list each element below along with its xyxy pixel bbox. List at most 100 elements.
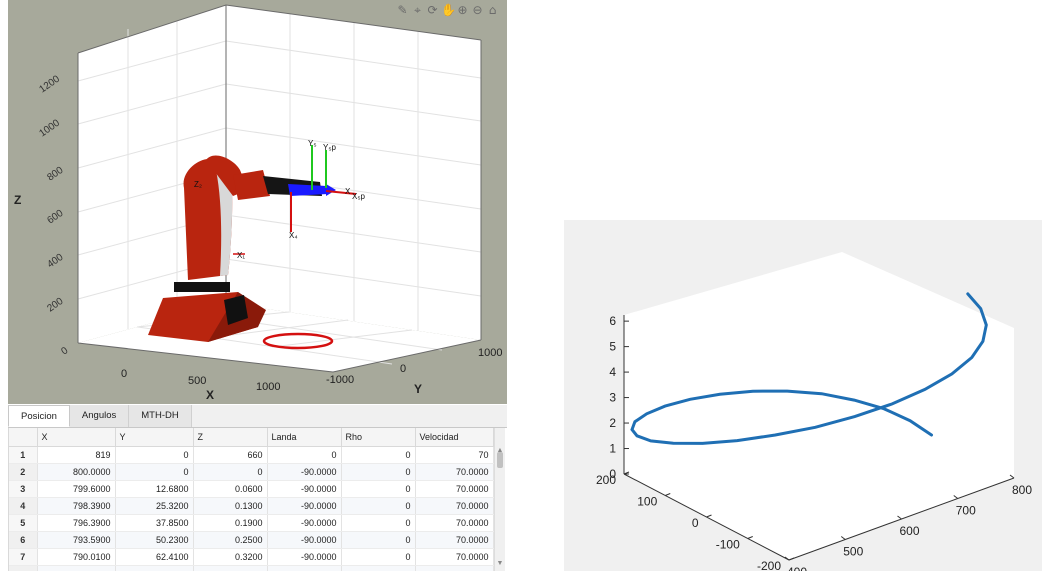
table-cell[interactable]: 0 [341,531,416,549]
table-row[interactable]: 2 800.0000 0 0 -90.0000 0 70.0000 [9,463,494,481]
table-cell[interactable]: 70.0000 [415,531,494,549]
scroll-down-arrow-icon[interactable]: ▼ [496,560,504,567]
table-cell[interactable]: 62.4100 [115,548,194,566]
table-row[interactable]: 5 796.3900 37.8500 0.1900 -90.0000 0 70.… [9,514,494,532]
table-cell[interactable]: 25.3200 [115,497,194,515]
z-tick-label: 2 [609,416,616,430]
z-tick-400: 400 [45,252,65,271]
tab-posicion[interactable]: Posicion [8,405,70,427]
z-tick-1200: 1200 [37,73,62,95]
home-icon[interactable]: ⌂ [488,3,497,17]
frame-y5-label: Y₅ [308,139,317,148]
x-tick-label: 500 [843,545,863,559]
trajectory-axes: 0 1 2 3 4 5 6 -200 -100 0 100 200 400 500 600 700 800 [596,252,1032,571]
table-cell[interactable]: 70.0000 [415,514,494,532]
table-cell [115,565,194,571]
table-row[interactable]: 7 790.0100 62.4100 0.3200 -90.0000 0 70.… [9,548,494,566]
table-row[interactable]: 4 798.3900 25.3200 0.1300 -90.0000 0 70.… [9,497,494,515]
table-row[interactable]: 3 799.6000 12.6800 0.0600 -90.0000 0 70.… [9,480,494,498]
table-cell[interactable]: 0.2500 [193,531,268,549]
table-cell[interactable]: -90.0000 [267,497,342,515]
x-tick-label: 400 [787,565,807,571]
table-cell[interactable]: 70.0000 [415,497,494,515]
table-cell[interactable]: 50.2300 [115,531,194,549]
table-row[interactable]: 1 819 0 660 0 0 70 [9,446,494,464]
x-tick-label: 800 [1012,483,1032,497]
table-cell[interactable]: 793.5900 [37,531,116,549]
table-cell[interactable]: 819 [37,446,116,464]
table-cell[interactable]: 0 [115,446,194,464]
column-header-velocidad[interactable]: Velocidad [415,428,494,447]
table-row[interactable]: 6 793.5900 50.2300 0.2500 -90.0000 0 70.… [9,531,494,549]
x-tick-1000: 1000 [256,381,280,393]
table-cell[interactable]: 70 [415,446,494,464]
table-cell[interactable]: 0.1300 [193,497,268,515]
y-tick-label: 100 [637,495,657,509]
position-table: X Y Z Landa Rho Velocidad 1 819 0 660 0 … [9,428,494,571]
column-header-z[interactable]: Z [193,428,268,447]
datatip-icon[interactable]: ⌖ [414,3,421,17]
rotate-3d-icon[interactable]: ⟳ [427,3,438,17]
table-cell[interactable]: 799.6000 [37,480,116,498]
frame-x5p-label: X₅p [352,192,366,201]
y-tick-mark [706,514,712,518]
table-cell[interactable]: 0 [267,446,342,464]
table-cell[interactable]: 0.1900 [193,514,268,532]
pan-hand-icon[interactable]: ✋ [441,3,456,17]
z-tick-label: 0 [609,467,616,481]
table-cell[interactable]: -90.0000 [267,480,342,498]
y-tick-label: -200 [757,559,781,571]
table-cell [37,565,116,571]
column-header-rho[interactable]: Rho [341,428,416,447]
tab-mth-dh[interactable]: MTH-DH [129,405,192,427]
trajectory-3d-figure[interactable]: 0 1 2 3 4 5 6 -200 -100 0 100 200 400 500 600 700 800 [564,220,1042,571]
table-cell[interactable]: 70.0000 [415,463,494,481]
y-tick-label: 0 [692,516,699,530]
table-cell[interactable]: 70.0000 [415,548,494,566]
x-tick-mark [784,556,790,561]
tab-angulos[interactable]: Angulos [69,405,130,427]
table-cell[interactable]: 800.0000 [37,463,116,481]
brush-icon[interactable]: ✎ [397,3,408,17]
table-cell[interactable]: 796.3900 [37,514,116,532]
table-cell[interactable]: 0 [193,463,268,481]
column-header-landa[interactable]: Landa [267,428,342,447]
frame-axes [290,145,357,232]
zoom-in-icon[interactable]: ⊕ [457,3,468,17]
table-cell[interactable]: 0 [341,463,416,481]
zoom-out-icon[interactable]: ⊖ [472,3,483,17]
z-tick-600: 600 [45,208,65,227]
row-number-header [9,428,38,447]
scroll-up-arrow-icon[interactable]: ▲ [496,447,504,454]
table-cell[interactable]: -90.0000 [267,548,342,566]
robot-3d-figure[interactable]: ✎ ⌖ ⟳ ✋ ⊕ ⊖ ⌂ [8,0,507,404]
frame-x4-label: X₄ [289,231,298,240]
table-cell[interactable]: 0 [115,463,194,481]
table-cell[interactable]: 0 [341,548,416,566]
table-vertical-scrollbar[interactable]: ▲ ▼ [494,428,505,571]
table-cell[interactable]: 660 [193,446,268,464]
table-cell[interactable]: -90.0000 [267,463,342,481]
row-number: 2 [9,463,38,481]
table-cell[interactable]: 0 [341,446,416,464]
y-tick-mark [788,557,795,561]
table-cell[interactable]: 37.8500 [115,514,194,532]
column-header-x[interactable]: X [37,428,116,447]
table-cell[interactable]: -90.0000 [267,514,342,532]
table-cell[interactable]: 0.3200 [193,548,268,566]
table-cell[interactable]: 798.3900 [37,497,116,515]
table-cell[interactable]: 790.0100 [37,548,116,566]
column-header-y[interactable]: Y [115,428,194,447]
table-cell[interactable]: 0.0600 [193,480,268,498]
scrollbar-thumb[interactable] [497,452,503,468]
table-cell[interactable]: 0 [341,514,416,532]
table-cell[interactable]: 0 [341,480,416,498]
z-tick-labels: 0 200 400 600 800 1000 1200 [37,73,70,357]
table-cell[interactable]: 70.0000 [415,480,494,498]
table-cell[interactable]: -90.0000 [267,531,342,549]
table-cell[interactable]: 0 [341,497,416,515]
x-tick-mark [953,495,959,499]
x-tick-500: 500 [188,375,206,387]
table-cell[interactable]: 12.6800 [115,480,194,498]
x-tick-mark [1009,474,1015,479]
